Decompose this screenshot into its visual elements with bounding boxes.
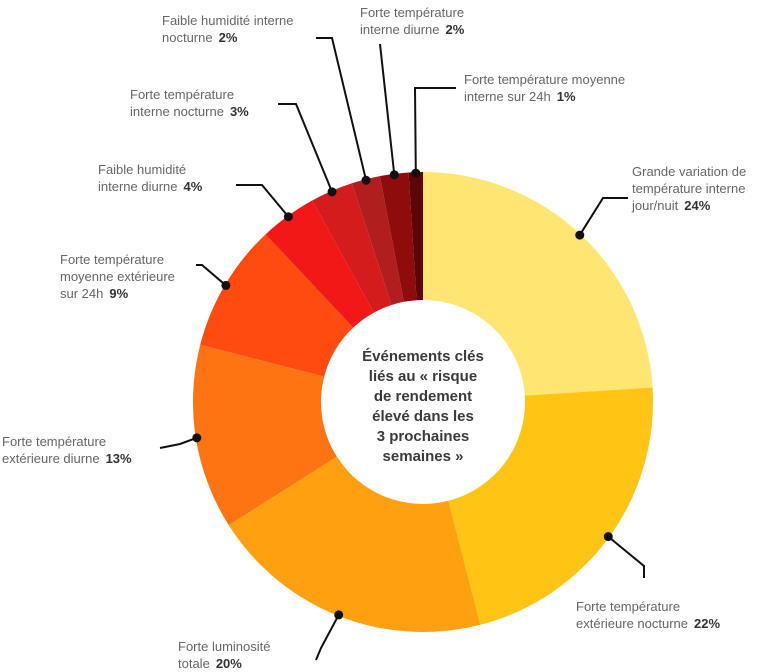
slice-label-text: sur 24h (60, 286, 104, 301)
slice-label-text: moyenne extérieure (60, 269, 175, 284)
slice-label-text: extérieure diurne (2, 451, 100, 466)
slice-label-ext-day-temp: Forte température extérieure diurne 13% (2, 433, 132, 467)
slice-label-total-luminosity: Forte luminosité totale 20% (178, 638, 270, 672)
slice-value-label: 20% (215, 656, 242, 671)
slice-value-label: 2% (445, 22, 465, 37)
slice-label-int-night-temp: Forte température interne nocturne 3% (130, 86, 249, 120)
slice-label-text: température interne (632, 181, 746, 196)
leader-dot-8 (389, 170, 399, 180)
leader-dot-1 (603, 532, 613, 542)
donut-slice-0 (423, 172, 653, 396)
leader-dot-3 (192, 433, 202, 443)
slice-label-text: Faible humidité interne (162, 13, 294, 28)
leader-line-1 (607, 535, 645, 578)
chart-title-line: de rendement (373, 388, 473, 405)
slice-label-ext-avg-temp: Forte température moyenne extérieure sur… (60, 251, 175, 302)
chart-title-line: liés au « risque (368, 368, 478, 385)
slice-label-text: nocturne (162, 30, 213, 45)
slice-value-label: 9% (109, 286, 129, 301)
chart-title-line: 3 prochaines (376, 428, 470, 445)
leader-dot-6 (327, 187, 337, 197)
chart-title-line: élevé dans les (372, 408, 474, 425)
leader-line-7 (316, 37, 368, 181)
slice-label-text: interne nocturne (130, 104, 224, 119)
donut-slice-6 (312, 183, 392, 313)
leader-line-9 (413, 87, 456, 174)
slice-value-label: 2% (218, 30, 238, 45)
slice-label-text: Forte température (60, 252, 165, 267)
donut-slice-3 (193, 344, 337, 526)
leader-line-6 (278, 103, 333, 193)
leader-line-0 (578, 197, 628, 236)
donut-slice-1 (448, 387, 653, 625)
chart-title: Événements clés liés au « risque de rend… (333, 347, 513, 467)
slice-label-text: Forte température (360, 5, 465, 20)
leader-lines (159, 37, 645, 661)
donut-slice-4 (200, 234, 354, 377)
donut-slices (193, 172, 653, 632)
slice-value-label: 13% (105, 451, 132, 466)
slice-value-label: 3% (229, 104, 249, 119)
chart-title-line: semaines » (382, 448, 464, 465)
leader-dot-9 (411, 168, 421, 178)
leader-dot-5 (283, 212, 293, 222)
leader-line-5 (236, 184, 290, 218)
leader-line-8 (379, 43, 396, 175)
chart-title-line: Événements clés (362, 348, 484, 365)
leader-line-2 (315, 614, 340, 661)
donut-slice-5 (265, 200, 374, 328)
slice-label-text: Forte température (576, 599, 681, 614)
leader-line-4 (196, 264, 227, 287)
slice-label-text: Grande variation de (632, 164, 747, 179)
slice-label-text: Faible humidité (98, 162, 187, 177)
slice-label-day-night-variation: Grande variation de température interne … (632, 163, 746, 214)
slice-label-text: Forte température moyenne (464, 72, 626, 87)
slice-value-label: 4% (183, 179, 203, 194)
slice-label-text: jour/nuit (632, 198, 679, 213)
slice-label-ext-night-temp: Forte température extérieure nocturne 22% (576, 598, 720, 632)
donut-slice-9 (408, 172, 423, 301)
leader-dot-2 (334, 610, 344, 620)
slice-label-int-day-temp: Forte température interne diurne 2% (360, 4, 464, 38)
slice-label-int-day-humidity: Faible humidité interne diurne 4% (98, 161, 202, 195)
slice-label-int-night-humidity: Faible humidité interne nocturne 2% (162, 12, 294, 46)
slice-label-text: extérieure nocturne (576, 616, 689, 631)
slice-label-text: totale (178, 656, 210, 671)
slice-label-text: interne diurne (360, 22, 440, 37)
slice-label-text: interne sur 24h (464, 89, 551, 104)
leader-line-3 (159, 436, 198, 449)
leader-dot-7 (361, 175, 371, 185)
donut-slice-7 (351, 176, 404, 305)
slice-label-text: Forte température (2, 434, 107, 449)
slice-label-text: interne diurne (98, 179, 178, 194)
slice-label-text: Forte température (130, 87, 235, 102)
leader-dot-0 (575, 230, 585, 240)
leader-dot-4 (221, 280, 231, 290)
slice-value-label: 24% (684, 198, 711, 213)
donut-slice-2 (228, 456, 481, 632)
slice-label-int-avg-temp: Forte température moyenne interne sur 24… (464, 71, 625, 105)
slice-label-text: Forte luminosité (178, 639, 271, 654)
slice-value-label: 1% (556, 89, 576, 104)
donut-slice-8 (379, 172, 417, 302)
slice-value-label: 22% (694, 616, 721, 631)
